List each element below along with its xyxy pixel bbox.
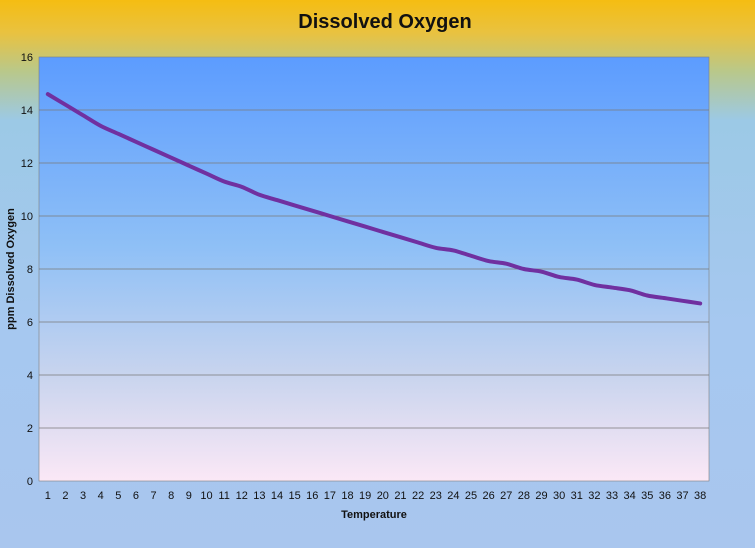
y-tick-labels: 0 2 4 6 8 10 12 14 16 — [21, 52, 33, 488]
x-tick-label: 10 — [200, 490, 212, 502]
x-tick-label: 19 — [359, 490, 371, 502]
y-tick-label: 10 — [21, 211, 33, 223]
x-tick-label: 1 — [45, 490, 51, 502]
y-tick-label: 0 — [27, 476, 33, 488]
x-tick-label: 33 — [606, 490, 618, 502]
y-tick-label: 2 — [27, 423, 33, 435]
x-tick-label: 23 — [430, 490, 442, 502]
x-tick-label: 22 — [412, 490, 424, 502]
x-tick-label: 8 — [168, 490, 174, 502]
x-tick-label: 14 — [271, 490, 283, 502]
x-tick-label: 3 — [80, 490, 86, 502]
x-tick-label: 16 — [306, 490, 318, 502]
x-tick-label: 11 — [218, 490, 229, 502]
x-tick-label: 13 — [253, 490, 265, 502]
x-tick-label: 2 — [62, 490, 68, 502]
x-tick-label: 9 — [186, 490, 192, 502]
series-group — [45, 92, 703, 306]
x-tick-label: 20 — [377, 490, 389, 502]
x-tick-label: 29 — [535, 490, 547, 502]
x-tick-label: 37 — [676, 490, 688, 502]
x-tick-label: 27 — [500, 490, 512, 502]
x-tick-label: 30 — [553, 490, 565, 502]
x-tick-label: 34 — [624, 490, 636, 502]
y-tick-label: 16 — [21, 52, 33, 64]
x-tick-label: 25 — [465, 490, 477, 502]
x-tick-label: 35 — [641, 490, 653, 502]
y-tick-label: 6 — [27, 317, 33, 329]
x-tick-label: 38 — [694, 490, 706, 502]
y-tick-label: 14 — [21, 105, 33, 117]
y-tick-label: 12 — [21, 158, 33, 170]
x-tick-label: 15 — [289, 490, 301, 502]
x-tick-label: 7 — [151, 490, 157, 502]
x-axis-label: Temperature — [341, 509, 407, 521]
gridlines — [39, 109, 709, 429]
x-tick-label: 12 — [236, 490, 248, 502]
x-tick-label: 26 — [482, 490, 494, 502]
x-tick-labels: 1 2 3 4 5 6 7 8 9 10 11 12 13 14 15 16 17 18 19 20 21 22 23 24 2… — [45, 490, 707, 502]
x-tick-label: 24 — [447, 490, 459, 502]
x-tick-label: 31 — [571, 490, 583, 502]
x-tick-label: 18 — [341, 490, 353, 502]
x-tick-label: 5 — [115, 490, 121, 502]
x-tick-label: 32 — [588, 490, 600, 502]
chart-title: Dissolved Oxygen — [298, 11, 471, 33]
x-tick-label: 17 — [324, 490, 336, 502]
x-tick-label: 4 — [98, 490, 104, 502]
y-tick-label: 8 — [27, 264, 33, 276]
y-tick-label: 4 — [27, 370, 33, 382]
y-axis-label: ppm Dissolved Oxygen — [5, 208, 17, 330]
x-tick-label: 36 — [659, 490, 671, 502]
x-tick-label: 6 — [133, 490, 139, 502]
x-tick-label: 21 — [394, 490, 406, 502]
series-line — [45, 92, 703, 306]
x-tick-label: 28 — [518, 490, 530, 502]
